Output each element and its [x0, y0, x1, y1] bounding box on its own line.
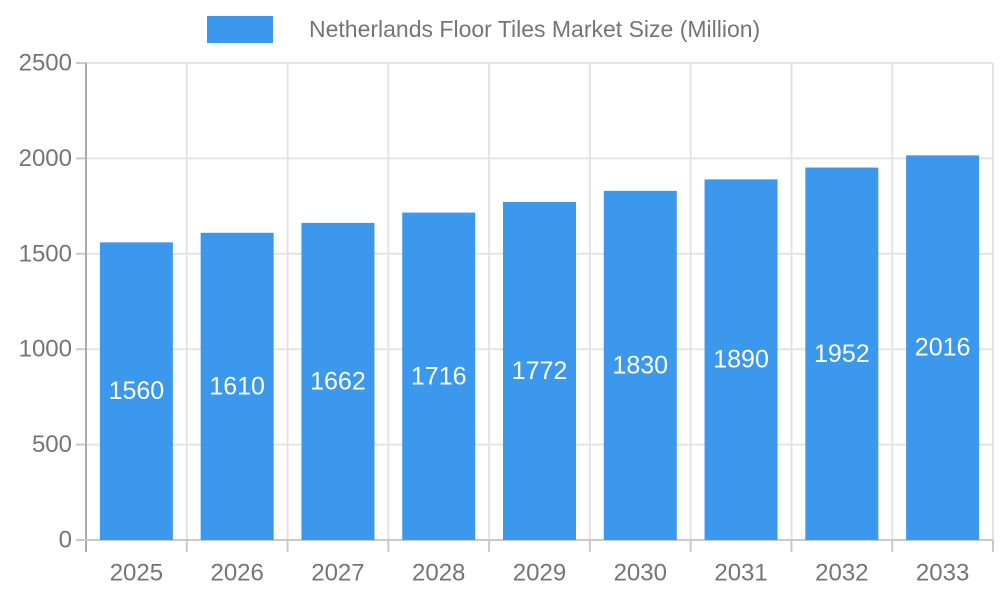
bar-value-label: 2016	[915, 334, 971, 362]
y-tick-label: 2000	[19, 145, 72, 172]
bar-2033[interactable]	[906, 155, 980, 540]
bar-value-label: 1772	[512, 357, 568, 385]
bar-value-label: 1610	[209, 372, 265, 400]
y-tick-label: 0	[59, 527, 72, 554]
bar-value-label: 1952	[814, 340, 870, 368]
bar-2032[interactable]	[805, 167, 879, 540]
legend[interactable]: Netherlands Floor Tiles Market Size (Mil…	[207, 16, 760, 43]
bar-2029[interactable]	[503, 201, 576, 540]
bar-value-label: 1890	[713, 346, 769, 374]
x-tick-label: 2030	[614, 560, 667, 587]
bar-2031[interactable]	[704, 179, 778, 540]
y-tick-label: 1000	[19, 336, 72, 363]
x-tick-label: 2025	[110, 560, 163, 587]
y-tick-label: 1500	[19, 240, 72, 267]
x-tick-label: 2031	[714, 560, 767, 587]
legend-label: Netherlands Floor Tiles Market Size (Mil…	[309, 16, 761, 42]
y-tick-label: 2500	[19, 50, 72, 77]
bar-2026[interactable]	[200, 232, 274, 540]
bar-2028[interactable]	[402, 212, 476, 540]
x-tick-label: 2032	[815, 560, 868, 587]
x-tick-label: 2029	[513, 560, 566, 587]
bar-value-label: 1716	[411, 362, 467, 390]
bar-value-label: 1830	[612, 351, 668, 379]
x-tick-label: 2033	[916, 560, 969, 587]
bar-2025[interactable]	[99, 242, 173, 541]
x-tick-label: 2028	[412, 560, 465, 587]
bar-2030[interactable]	[603, 190, 677, 540]
bar-2027[interactable]	[301, 222, 375, 541]
legend-swatch	[207, 16, 273, 43]
x-tick-label: 2027	[311, 560, 364, 587]
bar-value-label: 1662	[310, 367, 366, 395]
x-tick-label: 2026	[210, 560, 263, 587]
y-tick-label: 500	[32, 431, 72, 458]
bar-value-label: 1560	[109, 377, 165, 405]
